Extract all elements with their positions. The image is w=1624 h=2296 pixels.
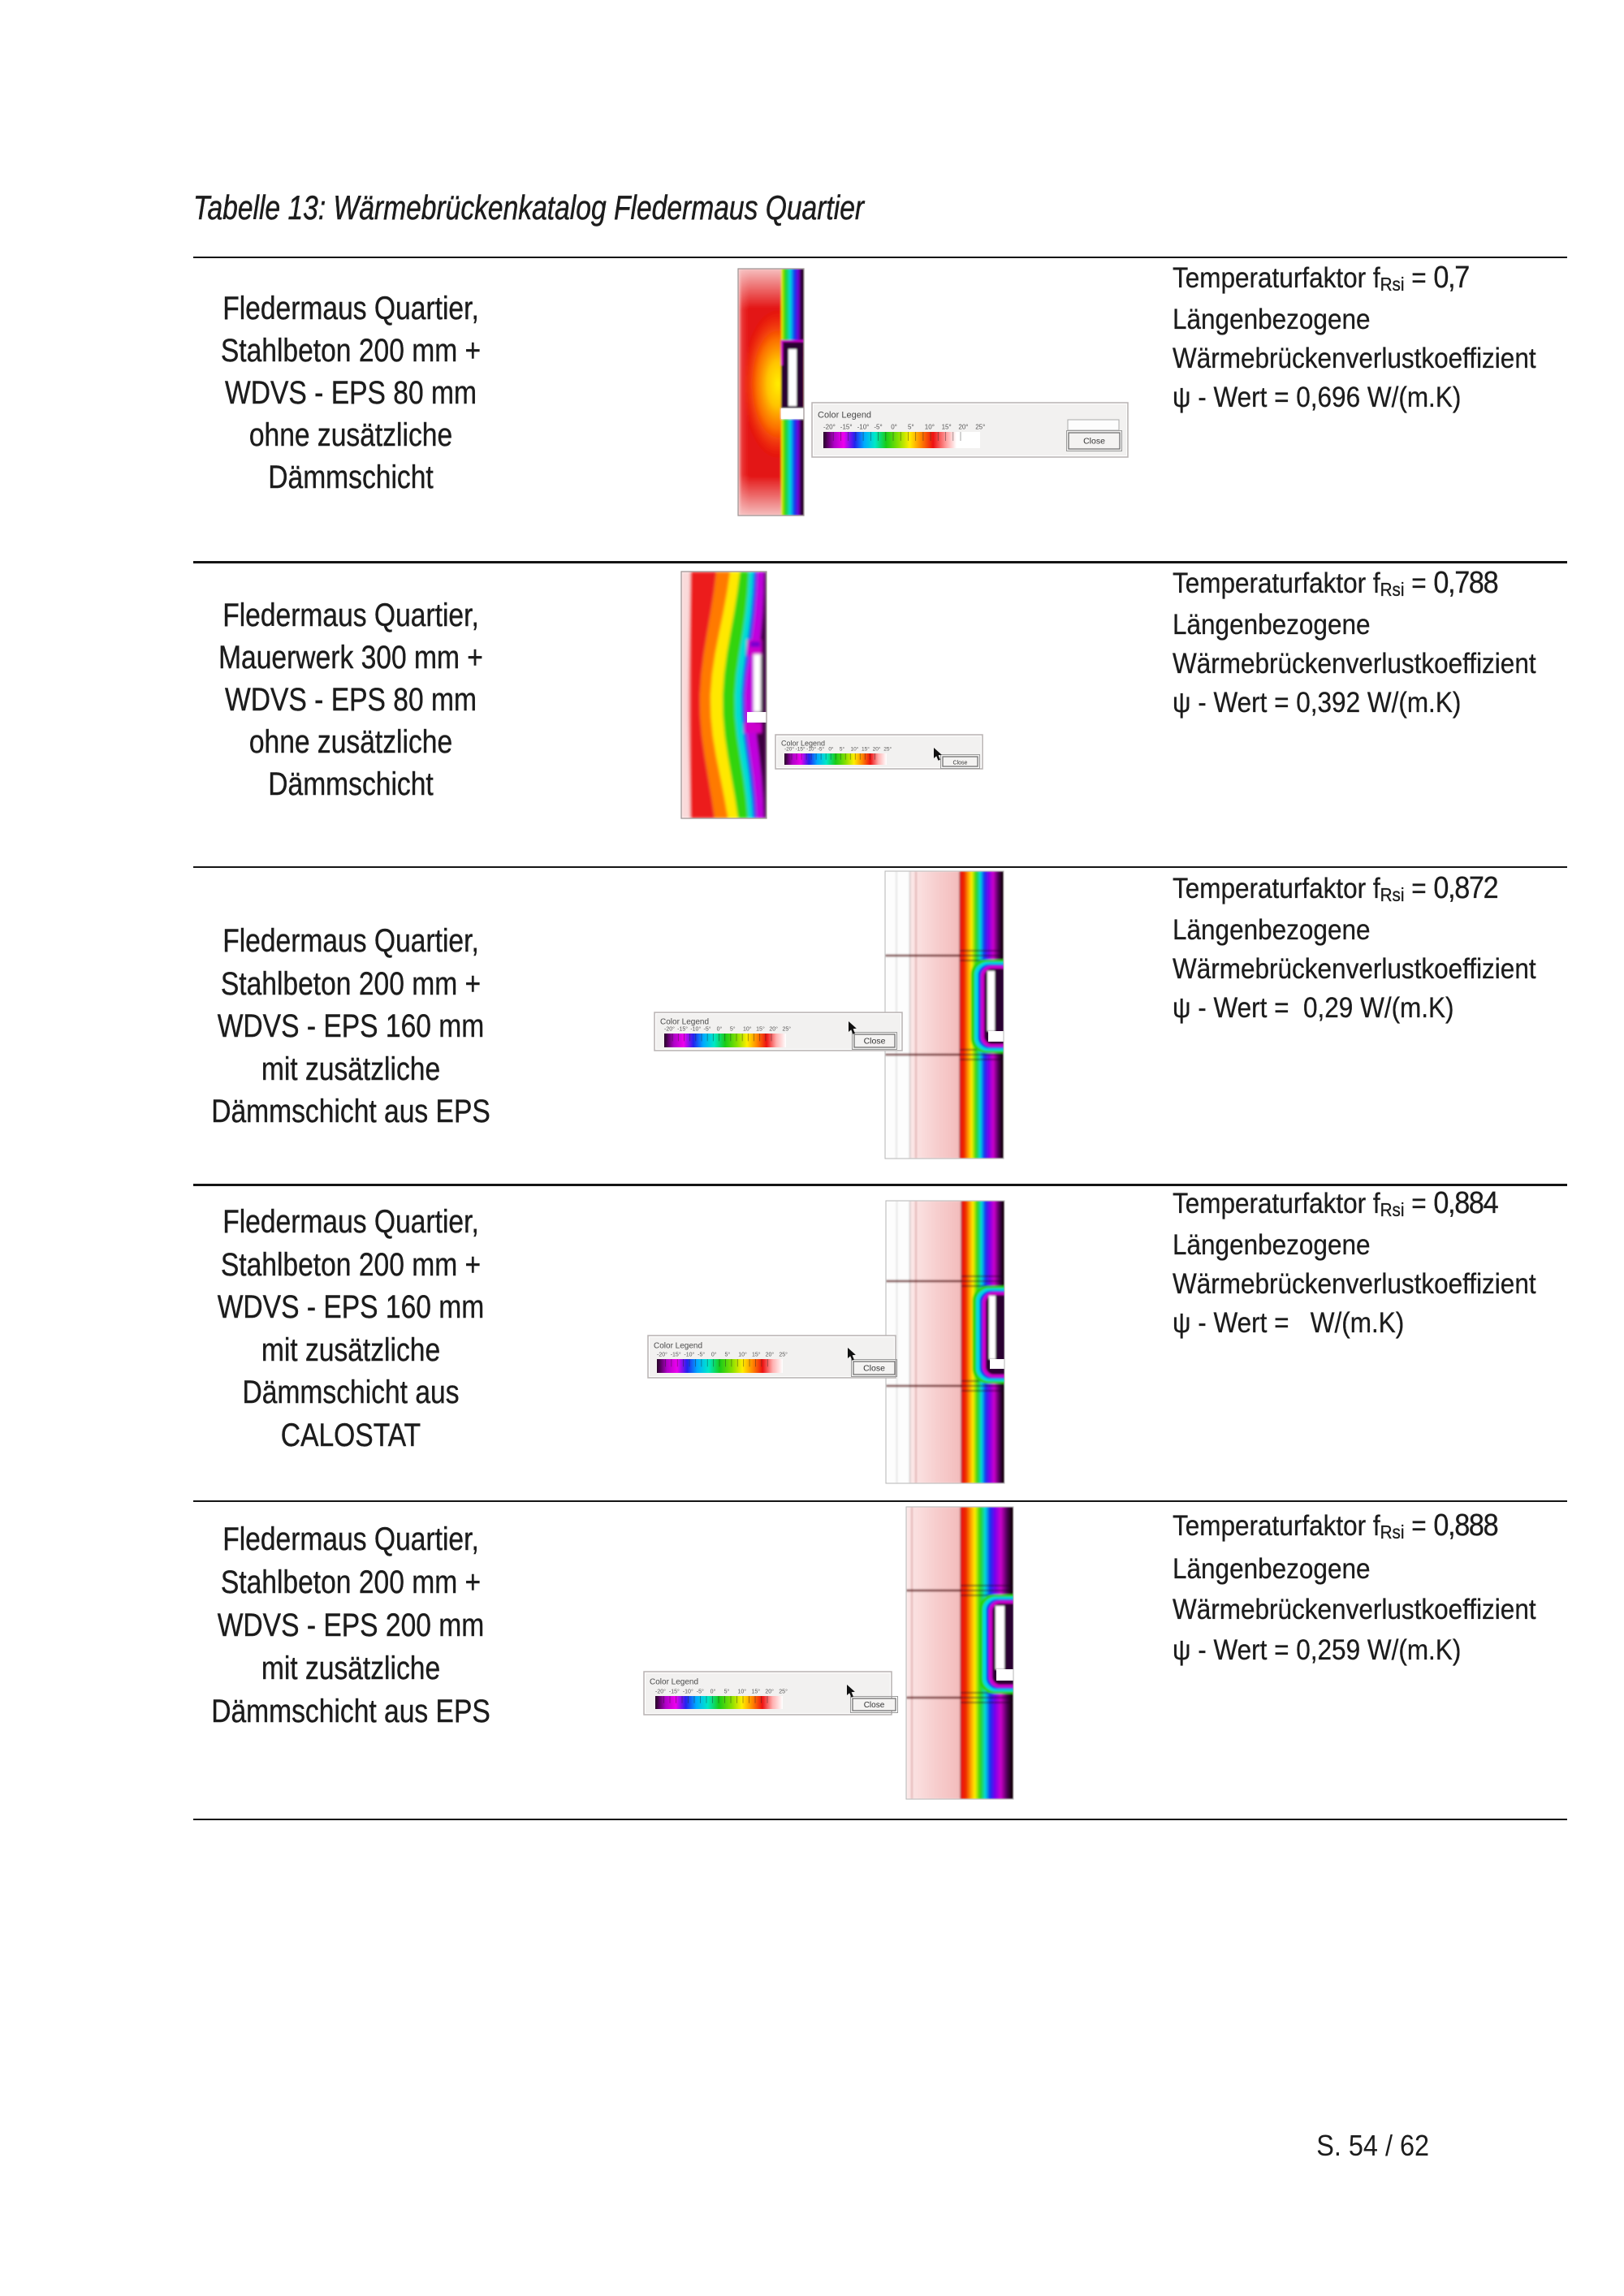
svg-text:Color Legend: Color Legend xyxy=(818,410,871,420)
svg-text:-20°: -20° xyxy=(784,746,794,753)
svg-text:15°: 15° xyxy=(942,424,952,431)
svg-text:5°: 5° xyxy=(908,424,914,431)
svg-text:-10°: -10° xyxy=(857,424,870,431)
svg-text:20°: 20° xyxy=(769,1026,778,1033)
svg-text:-20°: -20° xyxy=(655,1689,666,1695)
svg-text:Color Legend: Color Legend xyxy=(781,739,825,747)
svg-text:20°: 20° xyxy=(766,1352,775,1358)
svg-text:-5°: -5° xyxy=(874,424,882,431)
svg-text:10°: 10° xyxy=(738,1352,747,1358)
svg-text:-10°: -10° xyxy=(684,1352,694,1358)
svg-text:Color Legend: Color Legend xyxy=(654,1341,702,1350)
svg-text:-15°: -15° xyxy=(669,1689,680,1695)
svg-text:25°: 25° xyxy=(779,1352,788,1358)
svg-text:0°: 0° xyxy=(711,1352,717,1358)
svg-text:20°: 20° xyxy=(958,424,968,431)
svg-text:25°: 25° xyxy=(883,746,892,753)
svg-text:-15°: -15° xyxy=(677,1026,688,1033)
svg-text:5°: 5° xyxy=(840,746,845,753)
svg-text:0°: 0° xyxy=(828,746,834,753)
svg-text:15°: 15° xyxy=(862,746,870,753)
svg-text:10°: 10° xyxy=(738,1689,747,1695)
svg-text:5°: 5° xyxy=(725,1352,731,1358)
svg-text:Close: Close xyxy=(1083,437,1105,447)
svg-text:0°: 0° xyxy=(891,424,897,431)
svg-text:-20°: -20° xyxy=(823,424,836,431)
svg-text:15°: 15° xyxy=(752,1352,761,1358)
svg-text:10°: 10° xyxy=(850,746,858,753)
svg-text:25°: 25° xyxy=(779,1689,788,1695)
svg-text:-20°: -20° xyxy=(664,1026,675,1033)
svg-text:20°: 20° xyxy=(765,1689,774,1695)
svg-text:0°: 0° xyxy=(717,1026,723,1033)
svg-text:-15°: -15° xyxy=(671,1352,681,1358)
svg-text:10°: 10° xyxy=(743,1026,752,1033)
svg-text:Close: Close xyxy=(864,1037,886,1047)
svg-text:-15°: -15° xyxy=(840,424,853,431)
svg-text:-5°: -5° xyxy=(698,1352,705,1358)
svg-text:-15°: -15° xyxy=(796,746,806,753)
svg-text:-10°: -10° xyxy=(806,746,816,753)
svg-text:Color Legend: Color Legend xyxy=(660,1017,709,1026)
svg-text:10°: 10° xyxy=(925,424,935,431)
svg-text:-5°: -5° xyxy=(697,1689,704,1695)
svg-text:25°: 25° xyxy=(783,1026,792,1033)
svg-text:15°: 15° xyxy=(756,1026,765,1033)
svg-text:5°: 5° xyxy=(730,1026,736,1033)
svg-text:Color Legend: Color Legend xyxy=(650,1678,698,1687)
svg-text:0°: 0° xyxy=(710,1689,716,1695)
svg-text:-20°: -20° xyxy=(657,1352,667,1358)
svg-text:-5°: -5° xyxy=(704,1026,711,1033)
svg-text:15°: 15° xyxy=(751,1689,760,1695)
svg-text:Close: Close xyxy=(953,761,968,766)
svg-text:Close: Close xyxy=(863,1364,885,1374)
svg-text:-10°: -10° xyxy=(683,1689,693,1695)
svg-text:Close: Close xyxy=(864,1701,885,1710)
svg-text:-5°: -5° xyxy=(818,746,825,753)
svg-text:-10°: -10° xyxy=(690,1026,701,1033)
svg-text:20°: 20° xyxy=(873,746,881,753)
svg-text:5°: 5° xyxy=(724,1689,730,1695)
svg-text:25°: 25° xyxy=(975,424,985,431)
